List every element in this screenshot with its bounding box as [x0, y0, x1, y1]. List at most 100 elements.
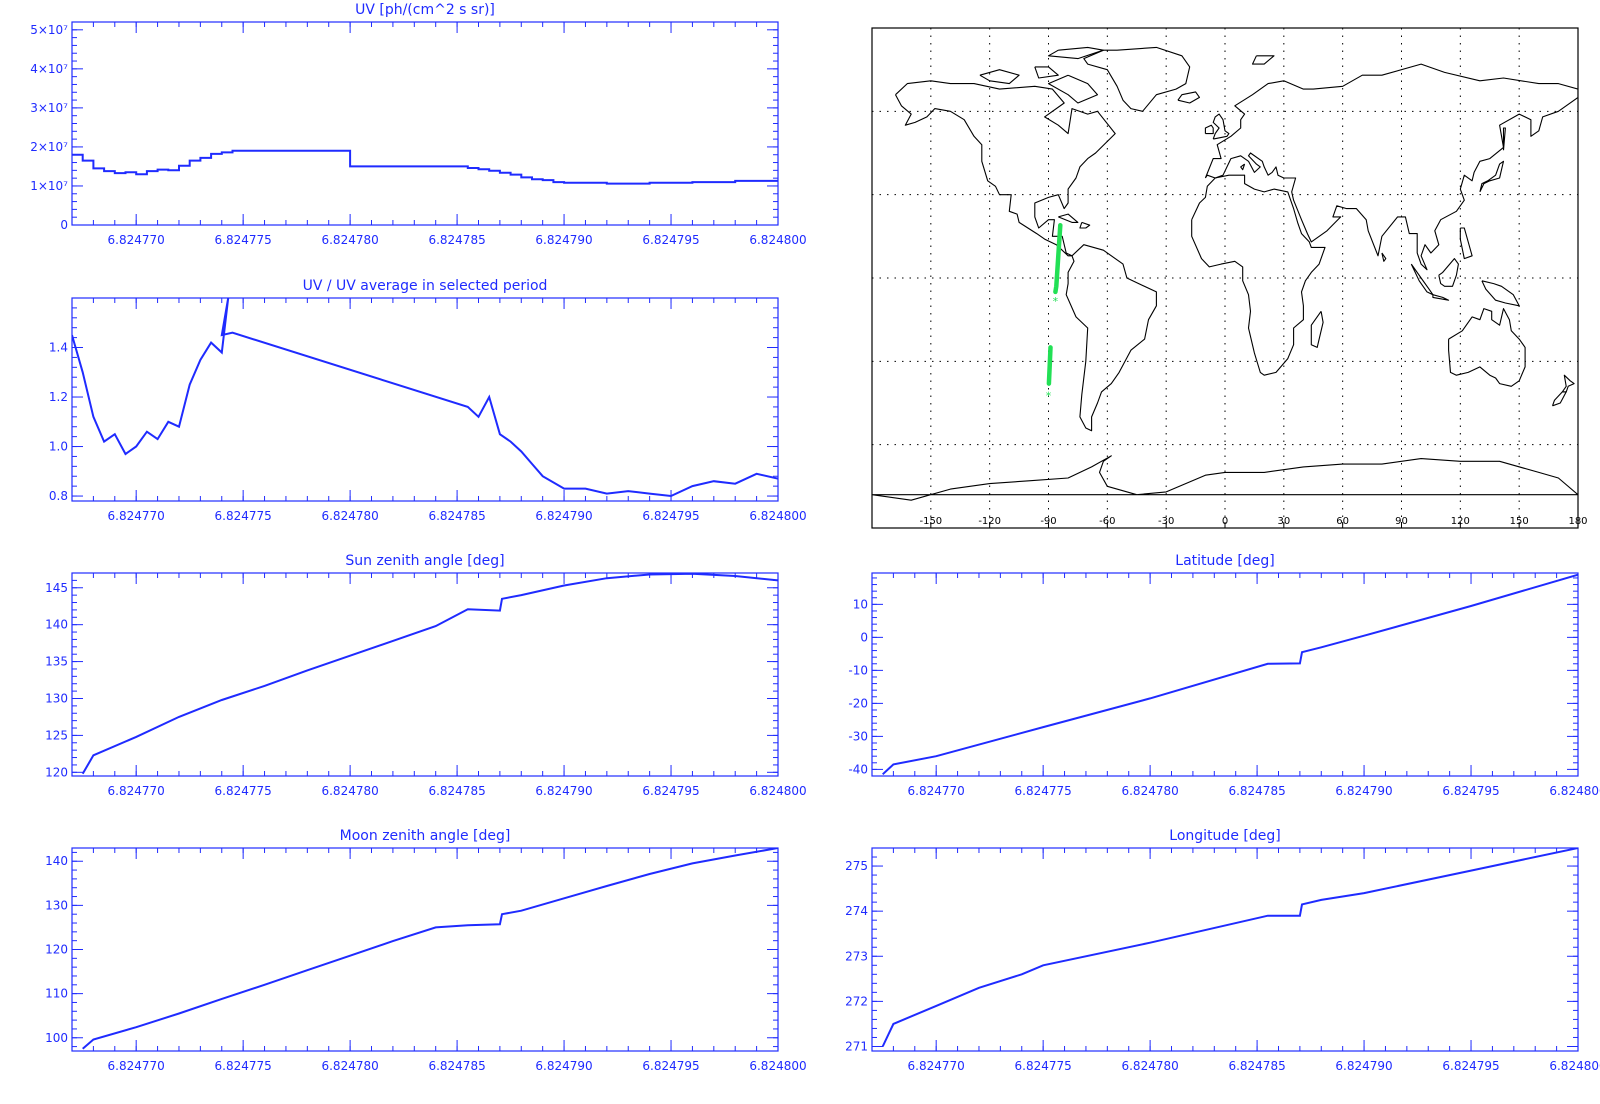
y-tick-label: 3×10⁷: [30, 101, 68, 115]
map-x-tick-label: -90: [1040, 516, 1056, 527]
coastline: [1448, 308, 1526, 387]
x-tick-label: 6.824780: [321, 509, 378, 523]
y-tick-label: 130: [45, 691, 68, 705]
y-tick-label: 130: [45, 898, 68, 912]
y-tick-label: -20: [848, 696, 868, 710]
chart-title: Moon zenith angle [deg]: [340, 828, 511, 844]
x-tick-label: 6.824795: [642, 233, 699, 247]
x-tick-label: 6.824790: [535, 233, 592, 247]
x-tick-label: 6.824770: [908, 784, 965, 798]
latitude-panel: Latitude [deg] 6.824770 6.824775 6.824780 6.…: [848, 553, 1600, 798]
y-tick-label: 125: [45, 728, 68, 742]
y-tick-label: 135: [45, 655, 68, 669]
chart-title: Longitude [deg]: [1169, 828, 1280, 844]
coastline: [1481, 280, 1520, 307]
series-line: [882, 573, 1578, 776]
coastline: [1065, 244, 1157, 432]
map-x-tick-label: -120: [978, 516, 1001, 527]
y-tick-label: -40: [848, 762, 868, 776]
y-tick-label: 275: [845, 859, 868, 873]
coastline: [1083, 46, 1191, 112]
y-tick-label: 1.2: [49, 390, 68, 404]
x-tick-label: 6.824770: [908, 1059, 965, 1073]
x-tick-label: 6.824775: [1015, 784, 1072, 798]
plot-frame: [71, 847, 779, 1052]
x-tick-label: 6.824775: [215, 233, 272, 247]
coastline: [895, 80, 1116, 257]
longitude-panel: Longitude [deg] 6.824770 6.824775 6.824780 6…: [845, 828, 1600, 1073]
y-tick-label: 100: [45, 1031, 68, 1045]
y-tick-label: 4×10⁷: [30, 62, 68, 76]
coastline: [1212, 113, 1230, 140]
coastline: [1310, 310, 1324, 348]
map-x-tick-label: 30: [1277, 516, 1290, 527]
x-tick-label: 6.824770: [108, 784, 165, 798]
y-tick-label: 1.0: [49, 440, 68, 454]
x-tick-label: 6.824795: [1442, 1059, 1499, 1073]
chart-title: UV / UV average in selected period: [303, 278, 548, 294]
x-tick-label: 6.824785: [1228, 1059, 1285, 1073]
y-tick-label: 274: [845, 904, 868, 918]
x-tick-label: 6.824790: [535, 509, 592, 523]
y-tick-label: 140: [45, 618, 68, 632]
x-tick-label: 6.824775: [1015, 1059, 1072, 1073]
x-tick-label: 6.824785: [428, 509, 485, 523]
x-tick-label: 6.824780: [1121, 784, 1178, 798]
uv-panel: UV [ph/(cm^2 s sr)] 6.824770 6.824775 6.824…: [30, 2, 806, 247]
x-tick-label: 6.824775: [215, 784, 272, 798]
coastline: [1432, 294, 1450, 301]
x-tick-label: 6.824770: [108, 1059, 165, 1073]
y-tick-label: 145: [45, 581, 68, 595]
coastline: [1438, 258, 1459, 287]
x-tick-label: 6.824800: [1549, 784, 1600, 798]
x-tick-label: 6.824790: [535, 784, 592, 798]
coastline: [1177, 91, 1201, 104]
x-tick-label: 6.824785: [428, 1059, 485, 1073]
x-tick-label: 6.824800: [749, 509, 806, 523]
y-tick-label: 0: [860, 630, 868, 644]
coastline: [1204, 63, 1578, 271]
coastline: [1047, 74, 1099, 104]
y-tick-label: 120: [45, 943, 68, 957]
y-tick-label: 10: [853, 597, 868, 611]
y-tick-label: 110: [45, 987, 68, 1001]
x-tick-label: 6.824800: [749, 233, 806, 247]
x-tick-label: 6.824790: [1335, 1059, 1392, 1073]
chart-title: Latitude [deg]: [1175, 553, 1274, 569]
moon-zenith-panel: Moon zenith angle [deg] 6.824770 6.824775 6…: [45, 828, 807, 1073]
x-tick-label: 6.824795: [642, 1059, 699, 1073]
y-tick-label: 1.4: [49, 341, 68, 355]
coastline: [1551, 391, 1567, 407]
plot-frame: [871, 847, 1579, 1052]
x-tick-label: 6.824770: [108, 233, 165, 247]
x-tick-label: 6.824780: [1121, 1059, 1178, 1073]
y-tick-label: 272: [845, 994, 868, 1008]
coastline: [1079, 221, 1091, 229]
coastline: [1381, 252, 1387, 262]
coastline: [1459, 227, 1473, 260]
coastline: [1191, 174, 1326, 376]
y-tick-label: -10: [848, 663, 868, 677]
series-line: [82, 848, 778, 1050]
y-tick-label: 2×10⁷: [30, 140, 68, 154]
coastline: [1251, 55, 1275, 65]
x-tick-label: 6.824775: [215, 1059, 272, 1073]
x-tick-label: 6.824780: [321, 784, 378, 798]
map-x-tick-label: 0: [1222, 516, 1228, 527]
y-tick-label: 271: [845, 1039, 868, 1053]
coastline: [1204, 124, 1214, 135]
coastline: [1034, 66, 1059, 79]
plot-frame: [71, 297, 779, 502]
x-tick-label: 6.824800: [749, 1059, 806, 1073]
y-tick-label: 140: [45, 854, 68, 868]
chart-title: UV [ph/(cm^2 s sr)]: [355, 2, 495, 18]
series-line: [81, 573, 778, 775]
series-line: [881, 848, 1578, 1047]
x-tick-label: 6.824785: [1228, 784, 1285, 798]
coastline: [1240, 163, 1246, 171]
y-tick-label: 120: [45, 765, 68, 779]
coastline: [872, 455, 1578, 501]
coastline: [979, 69, 1020, 85]
x-tick-label: 6.824795: [1442, 784, 1499, 798]
